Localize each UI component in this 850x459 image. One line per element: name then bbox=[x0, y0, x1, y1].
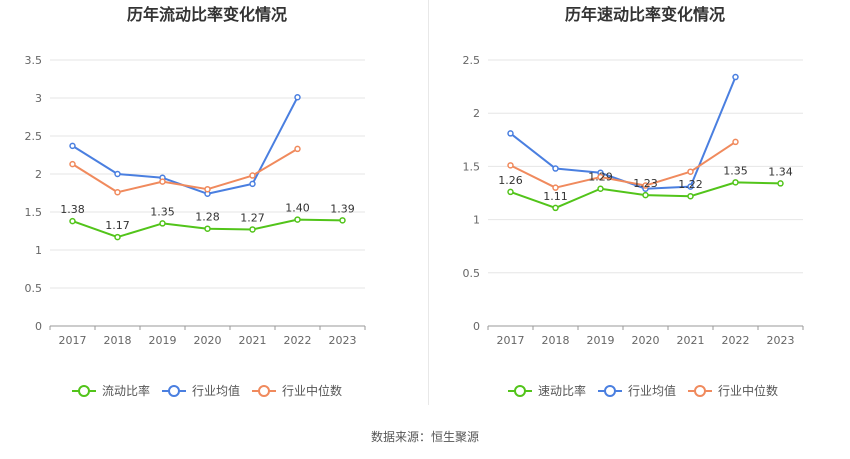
data-label: 1.29 bbox=[588, 171, 613, 184]
y-tick-label: 0 bbox=[473, 320, 480, 333]
data-label: 1.27 bbox=[240, 211, 265, 224]
y-tick-label: 0.5 bbox=[463, 267, 481, 280]
legend-label[interactable]: 流动比率 bbox=[102, 383, 150, 398]
x-tick-label: 2019 bbox=[149, 334, 177, 347]
series-line-industry_avg bbox=[71, 96, 299, 195]
data-label: 1.26 bbox=[498, 174, 523, 187]
x-tick-label: 2020 bbox=[194, 334, 222, 347]
chart-title: 历年流动比率变化情况 bbox=[127, 5, 287, 24]
y-tick-label: 1 bbox=[473, 214, 480, 227]
legend-label[interactable]: 行业均值 bbox=[192, 383, 240, 398]
data-point-company[interactable] bbox=[114, 233, 121, 241]
x-tick-label: 2021 bbox=[677, 334, 705, 347]
x-tick-label: 2018 bbox=[542, 334, 570, 347]
x-tick-label: 2020 bbox=[632, 334, 660, 347]
data-label: 1.35 bbox=[723, 164, 748, 177]
data-point-industry_avg[interactable] bbox=[249, 180, 256, 188]
data-point-industry_median[interactable] bbox=[732, 138, 739, 146]
data-point-industry_median[interactable] bbox=[249, 172, 256, 179]
data-label: 1.39 bbox=[330, 202, 355, 215]
x-tick-label: 2019 bbox=[587, 334, 615, 347]
data-point-company[interactable] bbox=[642, 191, 649, 199]
legend-marker-industry_avg[interactable] bbox=[168, 385, 180, 397]
data-point-company[interactable] bbox=[552, 204, 559, 212]
legend-label[interactable]: 行业中位数 bbox=[718, 383, 778, 398]
data-label: 1.23 bbox=[633, 177, 658, 190]
legend-marker-industry_median[interactable] bbox=[694, 385, 706, 397]
x-tick-label: 2022 bbox=[722, 334, 750, 347]
data-point-company[interactable] bbox=[597, 185, 604, 192]
data-point-industry_avg[interactable] bbox=[507, 130, 514, 137]
y-tick-label: 3.5 bbox=[25, 54, 43, 67]
data-label: 1.11 bbox=[543, 190, 568, 203]
data-label: 1.35 bbox=[150, 205, 175, 218]
data-label: 1.17 bbox=[105, 219, 130, 232]
x-tick-label: 2023 bbox=[767, 334, 795, 347]
data-point-industry_median[interactable] bbox=[552, 184, 559, 191]
y-tick-label: 0 bbox=[35, 320, 42, 333]
y-tick-label: 3 bbox=[35, 92, 42, 105]
panel-divider bbox=[428, 0, 429, 405]
legend-marker-industry_avg[interactable] bbox=[604, 385, 616, 397]
data-point-company[interactable] bbox=[339, 217, 346, 224]
data-label: 1.28 bbox=[195, 211, 220, 224]
data-source-note: 数据来源：恒生聚源 bbox=[370, 430, 479, 444]
data-point-company[interactable] bbox=[507, 188, 514, 196]
data-point-industry_median[interactable] bbox=[597, 173, 604, 181]
x-tick-label: 2017 bbox=[497, 334, 525, 347]
x-tick-label: 2018 bbox=[104, 334, 132, 347]
data-point-industry_avg[interactable] bbox=[294, 93, 301, 101]
x-tick-label: 2021 bbox=[239, 334, 267, 347]
data-point-industry_avg[interactable] bbox=[552, 165, 559, 172]
data-point-industry_avg[interactable] bbox=[114, 170, 121, 178]
data-label: 1.34 bbox=[768, 165, 793, 178]
data-point-company[interactable] bbox=[732, 179, 739, 186]
x-tick-label: 2023 bbox=[329, 334, 357, 347]
y-tick-label: 2 bbox=[473, 107, 480, 120]
data-point-industry_median[interactable] bbox=[687, 168, 694, 175]
legend-label[interactable]: 速动比率 bbox=[538, 383, 586, 398]
data-point-company[interactable] bbox=[294, 216, 301, 223]
chart-title: 历年速动比率变化情况 bbox=[565, 5, 725, 24]
y-tick-label: 2 bbox=[35, 168, 42, 181]
data-point-industry_median[interactable] bbox=[294, 145, 301, 153]
data-point-industry_median[interactable] bbox=[69, 160, 76, 168]
data-point-industry_median[interactable] bbox=[114, 188, 121, 196]
data-point-company[interactable] bbox=[69, 217, 76, 225]
data-point-industry_median[interactable] bbox=[159, 178, 166, 185]
legend-marker-industry_median[interactable] bbox=[258, 385, 270, 397]
data-label: 1.38 bbox=[60, 203, 85, 216]
y-tick-label: 1 bbox=[35, 244, 42, 257]
y-tick-label: 2.5 bbox=[25, 130, 43, 143]
legend-label[interactable]: 行业均值 bbox=[628, 383, 676, 398]
data-point-company[interactable] bbox=[249, 226, 256, 233]
data-point-industry_median[interactable] bbox=[204, 185, 211, 193]
series-line-industry_median bbox=[71, 148, 299, 194]
data-point-industry_median[interactable] bbox=[642, 182, 649, 189]
y-tick-label: 0.5 bbox=[25, 282, 43, 295]
legend-marker-company[interactable] bbox=[514, 385, 526, 397]
series-line-industry_avg bbox=[509, 76, 737, 190]
data-point-industry_avg[interactable] bbox=[732, 73, 739, 81]
data-point-industry_avg[interactable] bbox=[687, 183, 694, 190]
data-point-company[interactable] bbox=[159, 220, 166, 227]
y-tick-label: 1.5 bbox=[463, 160, 481, 173]
data-point-industry_avg[interactable] bbox=[69, 142, 76, 150]
legend-label[interactable]: 行业中位数 bbox=[282, 383, 342, 398]
data-point-company[interactable] bbox=[777, 180, 784, 187]
y-tick-label: 2.5 bbox=[463, 54, 481, 67]
x-tick-label: 2017 bbox=[59, 334, 87, 347]
data-point-company[interactable] bbox=[204, 225, 211, 232]
data-point-company[interactable] bbox=[687, 192, 694, 200]
data-point-industry_median[interactable] bbox=[507, 162, 514, 169]
series-line-industry_median bbox=[510, 141, 737, 189]
legend-marker-company[interactable] bbox=[78, 385, 90, 397]
data-label: 1.40 bbox=[285, 202, 310, 215]
data-label: 1.22 bbox=[678, 178, 703, 191]
y-tick-label: 1.5 bbox=[25, 206, 43, 219]
x-tick-label: 2022 bbox=[284, 334, 312, 347]
